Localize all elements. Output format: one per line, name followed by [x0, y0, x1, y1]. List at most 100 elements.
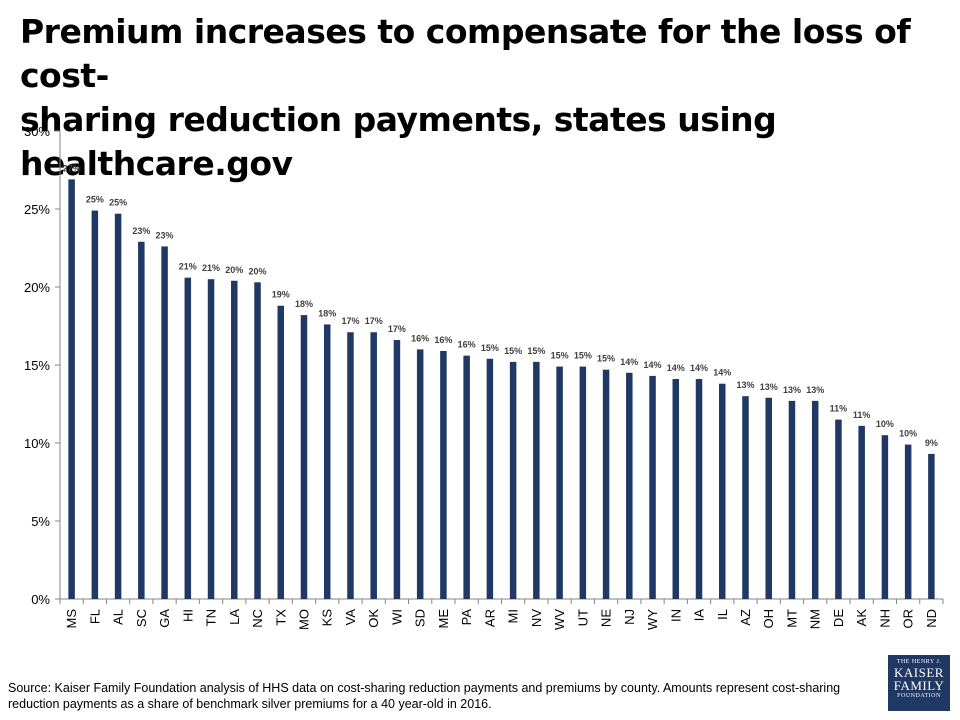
x-tick-label: AR [482, 609, 497, 627]
bar [416, 349, 424, 599]
data-label: 15% [504, 346, 522, 356]
bar [811, 400, 819, 599]
data-label: 16% [411, 333, 429, 343]
x-tick-label: SC [134, 609, 149, 627]
x-tick-label: MS [64, 609, 79, 629]
data-label: 13% [783, 385, 801, 395]
bar [323, 324, 331, 599]
bar [161, 246, 168, 599]
x-tick-label: NM [808, 609, 823, 629]
data-label: 16% [434, 335, 452, 345]
data-label: 14% [713, 368, 731, 378]
x-tick-label: KS [320, 609, 335, 627]
logo-line4: FOUNDATION [897, 693, 941, 699]
bar [695, 379, 703, 599]
data-label: 17% [341, 316, 359, 326]
bar [765, 397, 772, 599]
data-label: 21% [179, 262, 197, 272]
x-tick-label: ND [924, 609, 939, 628]
x-tick-label: SD [413, 609, 428, 627]
x-tick-label: TX [273, 609, 288, 626]
bar [231, 280, 238, 599]
bar [347, 332, 354, 599]
chart-title-line2: sharing reduction payments, states using… [20, 100, 777, 183]
data-label: 13% [806, 385, 824, 395]
y-tick-label: 20% [24, 280, 50, 295]
data-label: 19% [272, 290, 290, 300]
bar [509, 361, 517, 599]
data-label: 9% [925, 438, 938, 448]
x-tick-label: NH [877, 609, 892, 628]
bar [556, 366, 563, 599]
data-label: 13% [760, 382, 778, 392]
bar [91, 210, 99, 599]
data-label: 27% [63, 163, 81, 173]
x-tick-label: IA [692, 609, 707, 622]
x-tick-label: WV [552, 609, 567, 630]
bar [928, 453, 935, 599]
data-label: 20% [225, 265, 243, 275]
data-label: 14% [667, 363, 685, 373]
x-tick-label: TN [204, 609, 219, 626]
x-tick-label: NJ [622, 609, 637, 625]
x-tick-label: DE [831, 609, 846, 627]
bar [440, 350, 447, 599]
bar [393, 340, 401, 599]
kff-logo: THE HENRY J. KAISER FAMILY FOUNDATION [888, 655, 950, 711]
x-tick-label: AZ [738, 609, 753, 626]
x-tick-label: FL [87, 609, 102, 624]
bar [788, 400, 796, 599]
y-tick-label: 5% [31, 514, 50, 529]
data-label: 21% [202, 263, 220, 273]
data-label: 17% [365, 316, 383, 326]
bar [835, 419, 842, 599]
x-tick-label: IL [715, 609, 730, 620]
bar [463, 355, 470, 599]
bar [579, 366, 587, 599]
data-label: 18% [295, 299, 313, 309]
data-label: 15% [527, 346, 545, 356]
chart-title: Premium increases to compensate for the … [20, 10, 920, 186]
x-tick-label: NE [599, 609, 614, 627]
x-tick-label: NC [250, 609, 265, 628]
x-tick-label: ME [436, 609, 451, 629]
y-tick-label: 25% [24, 202, 50, 217]
bar [533, 361, 540, 599]
y-tick-label: 30% [24, 124, 50, 139]
bar [254, 282, 261, 599]
data-label: 25% [86, 195, 104, 205]
x-tick-label: GA [157, 609, 172, 628]
bar [626, 372, 633, 599]
x-tick-label: NV [529, 609, 544, 627]
bar [904, 444, 912, 599]
data-label: 10% [899, 429, 917, 439]
y-tick-label: 0% [31, 592, 50, 607]
bar [138, 241, 145, 599]
data-label: 16% [458, 340, 476, 350]
bar [649, 375, 656, 599]
x-tick-label: WI [389, 609, 404, 625]
chart-title-line1: Premium increases to compensate for the … [20, 12, 911, 95]
bar [742, 396, 749, 599]
data-label: 23% [156, 230, 174, 240]
bar [858, 425, 865, 599]
x-tick-label: MI [506, 609, 521, 623]
data-label: 15% [481, 343, 499, 353]
x-tick-label: LA [227, 609, 242, 625]
x-tick-label: OK [366, 609, 381, 628]
data-label: 17% [388, 324, 406, 334]
x-tick-label: IN [668, 609, 683, 622]
data-label: 23% [132, 226, 150, 236]
data-label: 15% [597, 354, 615, 364]
logo-line2: KAISER [894, 665, 944, 680]
data-label: 11% [853, 410, 871, 420]
x-tick-label: HI [180, 609, 195, 622]
bar [114, 213, 122, 599]
bar [486, 358, 494, 599]
bar [370, 332, 377, 599]
data-label: 20% [249, 266, 267, 276]
bar [68, 179, 75, 600]
logo-line1: THE HENRY J. [896, 659, 942, 665]
data-label: 15% [551, 351, 569, 361]
